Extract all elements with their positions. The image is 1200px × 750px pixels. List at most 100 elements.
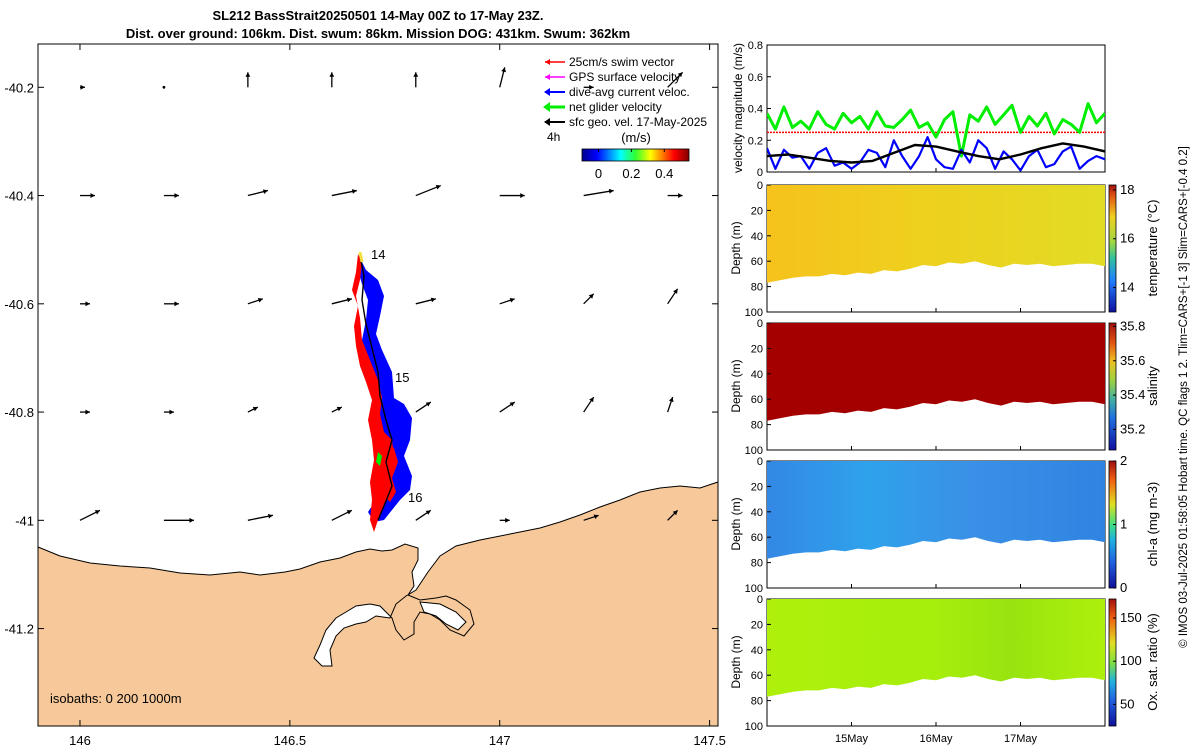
temperature-colorbar-tick-label: 18 <box>1120 182 1134 197</box>
depth-tick-label: 0 <box>757 456 763 468</box>
depth-tick-label: 60 <box>751 532 763 544</box>
geo-vector-head <box>425 402 431 407</box>
glider-start-marker <box>358 251 364 263</box>
time-tick-label: 15May <box>835 733 869 745</box>
geo-vector-head <box>80 84 85 90</box>
depth-tick-label: 100 <box>745 583 763 595</box>
series-net-glider-velocity <box>767 102 1105 158</box>
colorbar-title: (m/s) <box>621 130 651 145</box>
depth-tick-label: 0 <box>757 318 763 330</box>
swath-current-blue <box>358 258 412 522</box>
oxygen-panel: 50 100 150 0 20 40 60 80 100 Depth (m) Ox. sat.… <box>729 594 1160 733</box>
glider-swath <box>352 251 412 532</box>
depth-tick-label: 60 <box>751 670 763 682</box>
time-axis: 15May 16May 17May <box>835 733 1038 745</box>
figure-title-line2: Dist. over ground: 106km. Dist. swum: 86… <box>126 26 630 41</box>
glider-track-line <box>359 255 393 521</box>
chla-colorbar-tick-label: 2 <box>1120 453 1127 468</box>
map-frame <box>37 43 719 727</box>
legend-current-arrowhead <box>544 88 550 96</box>
depth-tick-label: 80 <box>751 282 763 294</box>
geo-vector-head <box>346 510 352 515</box>
salinity-colorbar-tick-label: 35.6 <box>1120 353 1145 368</box>
map-colorbar <box>581 148 690 162</box>
geo-vector-shaft <box>583 189 614 197</box>
geo-vector-head <box>672 510 678 516</box>
geo-vector-dot <box>162 85 166 89</box>
temperature-colorbar: 14 16 18 <box>1108 182 1134 313</box>
map-panel: 146 146.5 147 147.5 -40.2 -40.4 -40.6 -40.8 -41 -… <box>4 43 726 748</box>
chla-colorbar: 0 1 2 <box>1108 453 1127 595</box>
chla-panel: 0 1 2 0 20 40 60 80 100 Depth (m) chl-a (mg m-3… <box>729 453 1160 595</box>
velocity-axis-ticks: 0 0.2 0.4 0.6 0.8 <box>748 40 1021 179</box>
geo-vector-head <box>678 193 683 198</box>
legend-net-arrowhead <box>543 102 550 112</box>
depth-tick-label: 60 <box>751 256 763 268</box>
temperature-panel: 14 16 18 0 20 40 60 80 100 Depth (m) temperatur… <box>729 180 1160 319</box>
velocity-ytick-label: 0.4 <box>748 104 763 116</box>
geo-vector-head <box>673 288 678 294</box>
temperature-colorbar-tick-label: 14 <box>1120 280 1134 295</box>
depth-tick-label: 40 <box>751 507 763 519</box>
geo-vector-head <box>262 189 268 194</box>
depth-tick-label: 0 <box>757 180 763 192</box>
geo-vector-head <box>520 193 525 198</box>
map-colorbar-tick-label: 0 <box>595 166 602 181</box>
geo-vector-head <box>435 184 441 190</box>
depth-tick-label: 100 <box>745 721 763 733</box>
map-legend: 25cm/s swim vector GPS surface velocity … <box>543 55 707 181</box>
temperature-ylabel: Depth (m) <box>729 221 743 274</box>
depth-tick-label: 100 <box>745 307 763 319</box>
geo-vector-head <box>677 72 683 78</box>
legend-gps-arrowhead <box>545 74 550 80</box>
map-xtick-label: 147 <box>489 733 511 748</box>
legend-swim-arrowhead <box>545 59 550 65</box>
geo-vector-head <box>509 402 515 407</box>
geostrophic-vector-field <box>79 67 684 523</box>
depth-tick-label: 80 <box>751 558 763 570</box>
geo-vector-head <box>413 72 419 77</box>
depth-tick-label: 20 <box>751 343 763 355</box>
map-axis-ticks: 146 146.5 147 147.5 -40.2 -40.4 -40.6 -40.8 -41 -… <box>4 44 726 748</box>
oxygen-clabel: Ox. sat. ratio (%) <box>1145 613 1160 711</box>
map-ytick-label: -41.2 <box>4 622 34 637</box>
geo-vector-head <box>336 406 342 412</box>
velocity-ylabel: velocity magnitude (m/s) <box>731 43 745 173</box>
geo-vector-head <box>425 510 431 515</box>
geo-vector-head <box>589 84 594 90</box>
oxygen-colorbar-tick-label: 150 <box>1120 610 1142 625</box>
time-tick-label: 17May <box>1004 733 1038 745</box>
map-ytick-label: -40.2 <box>4 80 34 95</box>
map-ytick-label: -40.6 <box>4 297 34 312</box>
geo-vector-head <box>252 406 258 412</box>
depth-tick-label: 40 <box>751 645 763 657</box>
velocity-ytick-label: 0.6 <box>748 72 763 84</box>
geo-vector-head <box>351 189 357 194</box>
oxygen-colorbar-rect <box>1108 598 1117 727</box>
depth-tick-label: 100 <box>745 445 763 457</box>
geo-vector-head <box>90 193 95 198</box>
chla-colorbar-tick-label: 1 <box>1120 517 1127 532</box>
map-colorbar-tick-label: 0.2 <box>622 166 640 181</box>
geo-vector-head <box>593 514 599 520</box>
geo-vector-head <box>257 297 263 303</box>
geo-vector-head <box>501 67 506 73</box>
map-colorbar-tick-label: 0.4 <box>655 166 673 181</box>
salinity-colorbar-tick-label: 35.8 <box>1120 318 1145 333</box>
day-label-15: 15 <box>395 370 409 385</box>
depth-tick-label: 40 <box>751 231 763 243</box>
salinity-ylabel: Depth (m) <box>729 359 743 412</box>
map-colorbar-ticks: 0 0.2 0.4 <box>595 149 673 181</box>
chla-axis-ticks: 0 20 40 60 80 100 <box>745 456 1021 595</box>
oxygen-field <box>767 599 1105 697</box>
map-ytick-label: -40.4 <box>4 189 34 204</box>
legend-geo-label: sfc geo. vel. 17-May-2025 <box>569 115 707 129</box>
depth-tick-label: 80 <box>751 420 763 432</box>
legend-interval-label: 4h <box>547 130 560 144</box>
geo-vector-head <box>329 72 335 77</box>
geo-vector-head <box>85 409 90 415</box>
series-dive-avg-current <box>767 136 1105 172</box>
geo-vector-head <box>174 193 179 198</box>
geo-vector-head <box>505 517 510 523</box>
oxygen-colorbar-tick-label: 100 <box>1120 653 1142 668</box>
